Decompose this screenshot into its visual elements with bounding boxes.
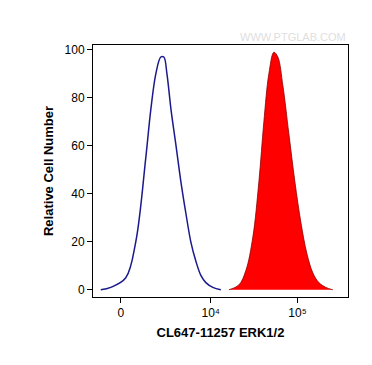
svg-text:60: 60 [71,139,85,153]
svg-text:10⁵: 10⁵ [288,306,306,320]
svg-text:Relative Cell Number: Relative Cell Number [41,106,56,236]
svg-text:20: 20 [71,235,85,249]
svg-text:100: 100 [65,43,85,57]
svg-text:0: 0 [117,306,124,320]
svg-text:CL647-11257 ERK1/2: CL647-11257 ERK1/2 [157,325,285,340]
svg-text:40: 40 [71,187,85,201]
svg-text:10⁴: 10⁴ [201,306,220,320]
svg-text:0: 0 [78,283,85,297]
svg-text:80: 80 [71,91,85,105]
svg-text:WWW.PTGLAB.COM: WWW.PTGLAB.COM [240,31,346,43]
